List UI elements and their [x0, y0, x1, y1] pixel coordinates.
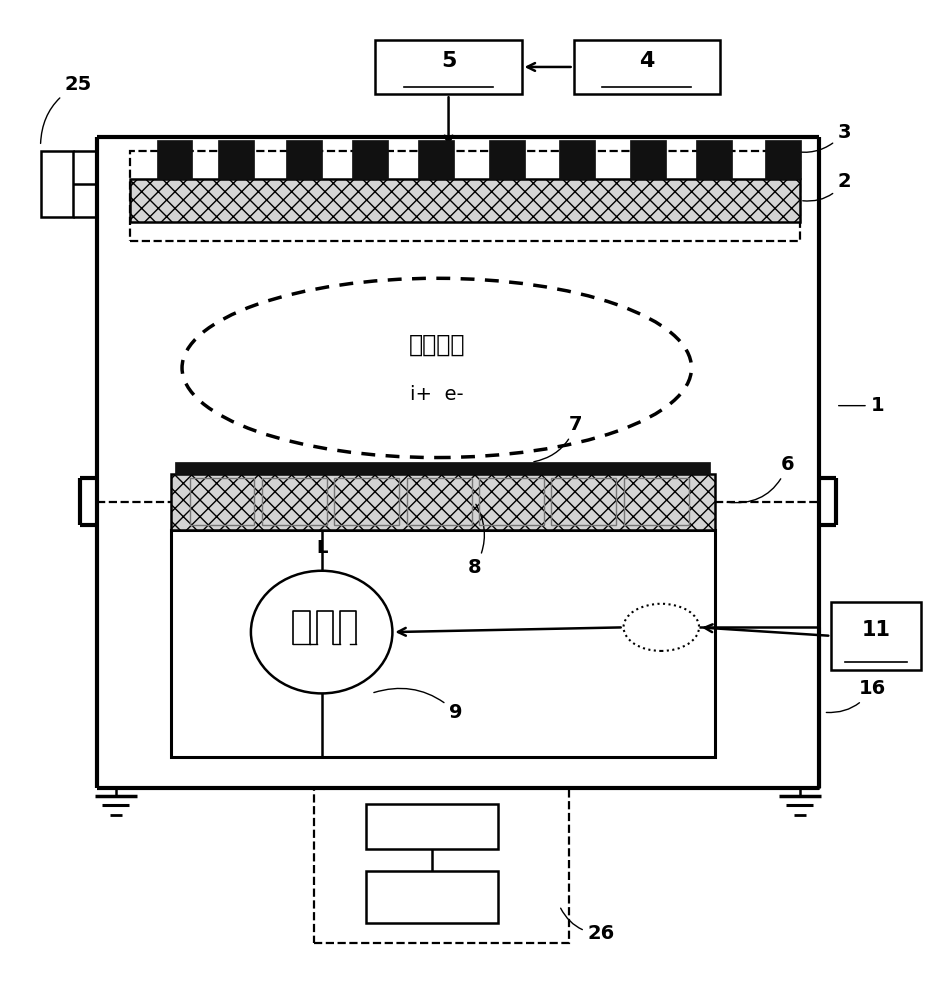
Bar [171, 530, 716, 757]
Bar [489, 140, 525, 179]
Text: 16: 16 [827, 679, 885, 713]
Bar [551, 478, 616, 525]
Bar [407, 478, 472, 525]
Bar [157, 140, 193, 179]
Bar [831, 602, 921, 670]
Text: 2: 2 [803, 172, 851, 201]
Bar [366, 804, 498, 849]
Bar [376, 40, 522, 94]
Bar [623, 478, 689, 525]
Bar [697, 140, 732, 179]
Bar [176, 462, 711, 474]
Text: 等离子体: 等离子体 [408, 332, 465, 356]
Text: 4: 4 [639, 51, 655, 71]
Bar [366, 871, 498, 923]
Bar [630, 140, 666, 179]
Bar [190, 478, 254, 525]
Bar [334, 478, 400, 525]
Bar [262, 478, 326, 525]
Bar [41, 151, 72, 217]
Bar [559, 140, 595, 179]
Text: 25: 25 [41, 75, 92, 143]
Bar [171, 474, 716, 530]
Text: 1: 1 [839, 396, 884, 415]
Bar [218, 140, 253, 179]
Bar [479, 478, 544, 525]
Bar [314, 788, 568, 943]
Text: 5: 5 [441, 51, 456, 71]
Text: 7: 7 [534, 415, 583, 462]
Bar [130, 151, 800, 241]
Text: 8: 8 [468, 504, 484, 577]
Bar [765, 140, 801, 179]
Bar [418, 140, 454, 179]
Bar [286, 140, 322, 179]
Text: 26: 26 [561, 908, 615, 943]
Bar [573, 40, 719, 94]
Text: L: L [316, 539, 327, 557]
Text: i+  e-: i+ e- [410, 385, 463, 404]
Bar [352, 140, 388, 179]
Text: 6: 6 [727, 455, 794, 503]
Text: 3: 3 [793, 123, 851, 152]
Ellipse shape [251, 571, 393, 693]
Text: 9: 9 [374, 688, 462, 722]
Text: 11: 11 [862, 620, 890, 640]
Bar [130, 179, 800, 222]
